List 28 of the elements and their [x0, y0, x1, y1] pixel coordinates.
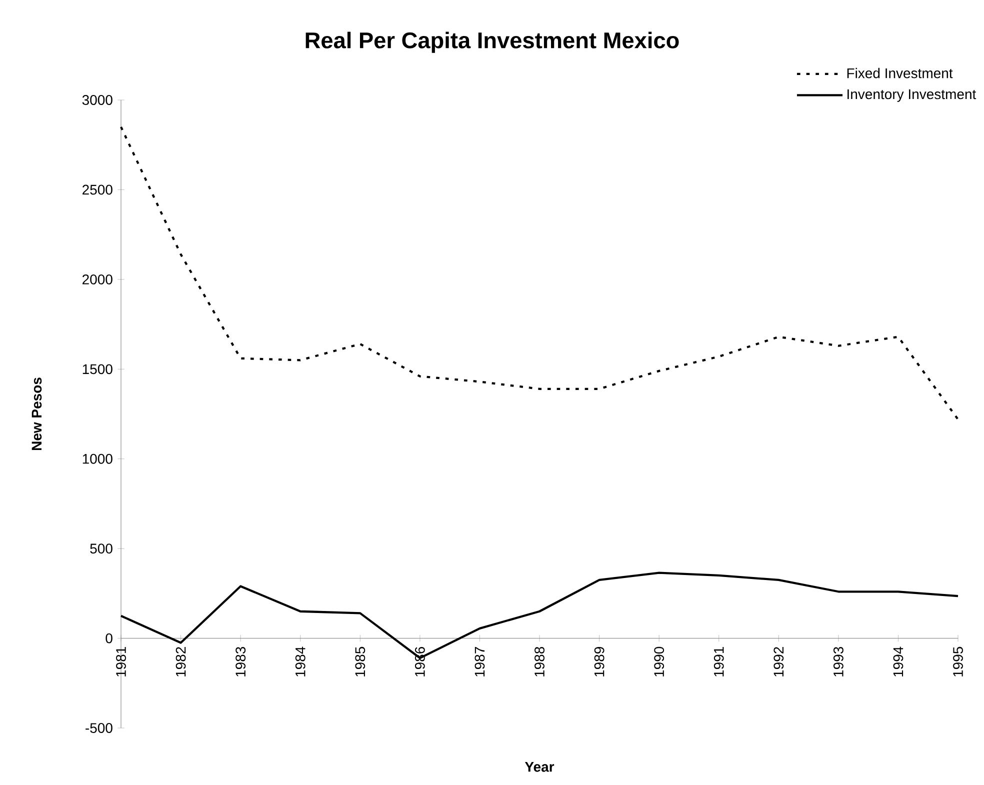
x-tick-label: 1988 [534, 646, 544, 676]
x-tick-label: 1993 [833, 646, 844, 676]
line-series [120, 126, 960, 420]
y-axis-title: New Pesos [32, 378, 42, 450]
x-tick-label: 1981 [116, 647, 126, 676]
x-tick-label: 1985 [355, 646, 366, 676]
y-tick-label: 2000 [82, 274, 112, 284]
x-axis-title: Year [524, 762, 554, 772]
legend-label: Inventory Investment [848, 89, 976, 102]
x-tick-label: 1991 [714, 647, 724, 676]
y-tick-label: 0 [106, 633, 112, 644]
x-tick-label: 1994 [893, 646, 904, 676]
x-tick-label: 1984 [295, 646, 306, 676]
x-tick-label: 1990 [654, 646, 664, 676]
y-tick-label: 500 [90, 544, 112, 554]
y-tick-label: 3000 [82, 95, 112, 105]
y-tick-label: 2500 [82, 184, 112, 195]
x-tick-label: 1989 [594, 647, 604, 676]
y-tick-label: 1000 [82, 454, 112, 464]
x-tick-label: 1982 [176, 647, 186, 676]
y-tick-label: -500 [86, 723, 112, 733]
x-tick-label: 1995 [953, 646, 963, 676]
x-tick-label: 1983 [236, 646, 246, 676]
legend-label: Fixed Investment [847, 68, 953, 78]
chart-title: Real Per Capita Investment Mexico [306, 32, 679, 53]
x-tick-label: 1992 [774, 647, 784, 676]
x-tick-label: 1987 [474, 647, 485, 676]
y-tick-label: 1500 [82, 364, 112, 374]
